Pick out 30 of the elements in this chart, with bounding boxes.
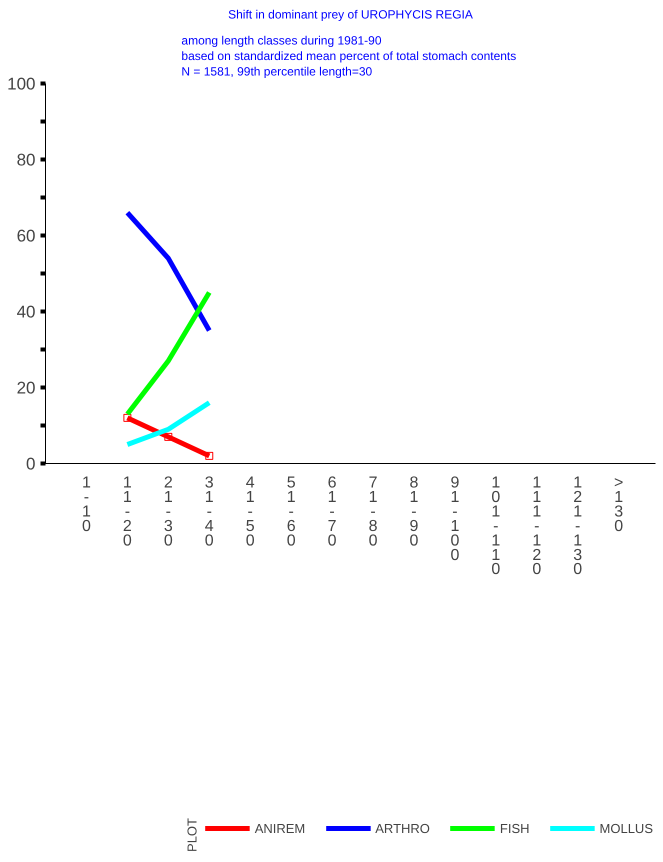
chart-subtitle: among length classes during 1981-90 based on standardized mean percent of total stomach contents N = 1581, 99th percentile length=30 [181, 34, 516, 78]
x-tick-label: 51-60 [286, 474, 296, 550]
y-tick-label: 20 [16, 378, 36, 398]
y-tick-label: 60 [16, 226, 36, 246]
y-tick-label: 40 [16, 302, 36, 322]
chart-title: Shift in dominant prey of UROPHYCIS REGIA [228, 8, 473, 22]
y-tick-label: 0 [26, 454, 36, 474]
legend-label: MOLLUS [600, 820, 653, 836]
point [205, 452, 214, 460]
legend-title: PLOT [184, 818, 200, 852]
x-tick-label: 101-110 [491, 474, 500, 578]
x-tick-label: 1-10 [82, 474, 91, 535]
y-tick-label: 80 [16, 150, 36, 170]
legend-label: ANIREM [254, 820, 306, 836]
legend-label: ARTHRO [375, 820, 430, 836]
point [123, 414, 132, 422]
x-tick-label: 41-50 [246, 474, 255, 550]
x-tick-label: 11-20 [122, 474, 132, 550]
point [164, 432, 172, 441]
x-tick-label: 61-70 [328, 474, 337, 550]
x-tick-label: >130 [614, 474, 624, 535]
x-tick-label: 111-120 [532, 474, 542, 578]
x-tick-label: 21-30 [164, 474, 173, 550]
x-tick-label: 91-100 [450, 474, 460, 564]
legend-label: FISH [500, 820, 530, 836]
x-tick-label: 71-80 [368, 474, 378, 550]
x-tick-label: 31-40 [204, 474, 214, 550]
y-tick-label: 100 [7, 74, 36, 94]
x-tick-label: 81-90 [410, 474, 419, 550]
x-tick-label: 121-130 [573, 474, 582, 578]
